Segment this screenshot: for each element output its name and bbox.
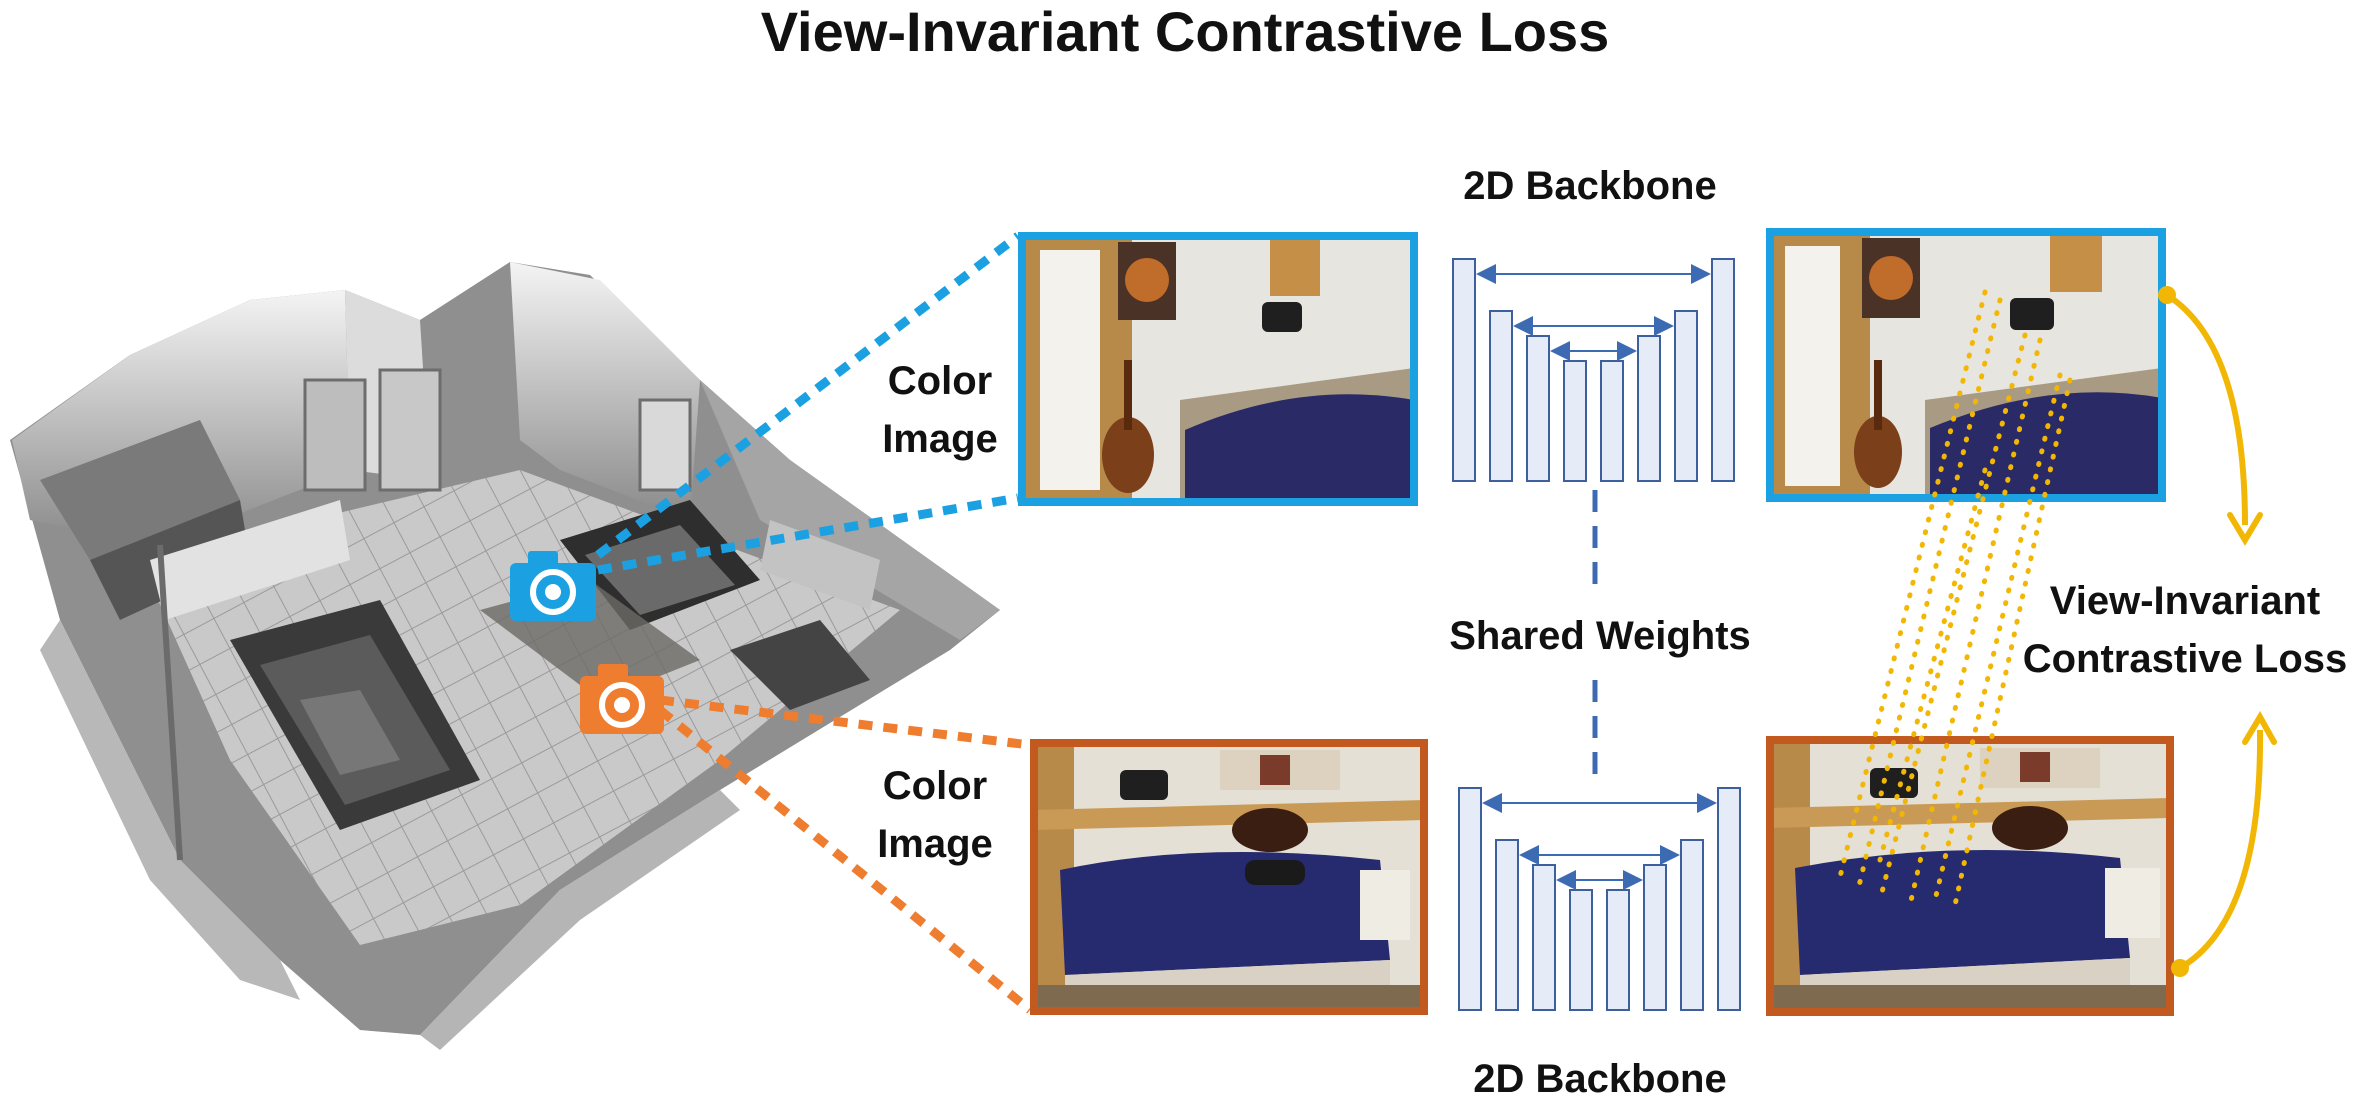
color-image-label-top-line1: Color [887,359,993,403]
backbone-top-layer [1563,360,1587,482]
camera-icon-orange [580,664,664,734]
color-image-label-top: Color Image [860,352,1020,468]
pixel-correspondences [1835,289,2073,908]
loss-label-line2: Contrastive Loss [2022,637,2348,681]
backbone-bottom-layer [1643,864,1667,1011]
backbone-top-layer [1452,258,1476,482]
backbone-label-bottom: 2D Backbone [1473,1057,1727,1101]
correspondence-line [1855,297,2003,893]
color-image-label-bottom-line1: Color [882,764,988,808]
loss-label: View-Invariant Contrastive Loss [2000,572,2370,688]
backbone-top-layer [1637,335,1661,482]
camera-icon-blue [510,551,596,621]
feature-image-top [1766,228,2166,502]
backbone-bottom-layer [1495,839,1519,1011]
backbone-bottom-layer [1458,787,1482,1011]
color-image-top [1018,232,1418,506]
correspondence-line [1932,372,2063,903]
loss-label-line1: View-Invariant [2049,579,2321,623]
backbone-bottom-layer [1532,864,1556,1011]
backbone-bottom [1458,787,1741,1011]
backbone-top [1452,258,1735,482]
backbone-label-top: 2D Backbone [1463,164,1717,208]
correspondence-line [1877,467,1988,863]
shared-weights-label: Shared Weights [1449,614,1751,658]
room-scan-3d [10,262,1000,1050]
color-image-bottom [1030,739,1428,1015]
correspondence-line [1835,289,1988,888]
color-image-label-bottom: Color Image [855,757,1015,873]
backbone-top-layer [1711,258,1735,482]
color-image-label-bottom-line2: Image [877,822,993,866]
backbone-top-layer [1526,335,1550,482]
backbone-bottom-layer [1680,839,1704,1011]
camera-view-bottom [580,664,2174,1016]
backbone-bottom-layer [1606,889,1630,1011]
backbone-top-layer [1674,310,1698,482]
color-image-label-top-line2: Image [882,417,998,461]
correspondence-line [1952,377,2073,908]
backbone-bottom-layer [1717,787,1741,1011]
page-title: View-Invariant Contrastive Loss [760,0,1610,63]
loss-arrows [2158,286,2277,977]
camera-view-top [510,228,2166,621]
feature-image-bottom [1766,736,2174,1016]
correspondence-line [1907,337,2043,908]
backbone-top-layer [1600,360,1624,482]
backbone-top-layer [1489,310,1513,482]
backbone-bottom-layer [1569,889,1593,1011]
